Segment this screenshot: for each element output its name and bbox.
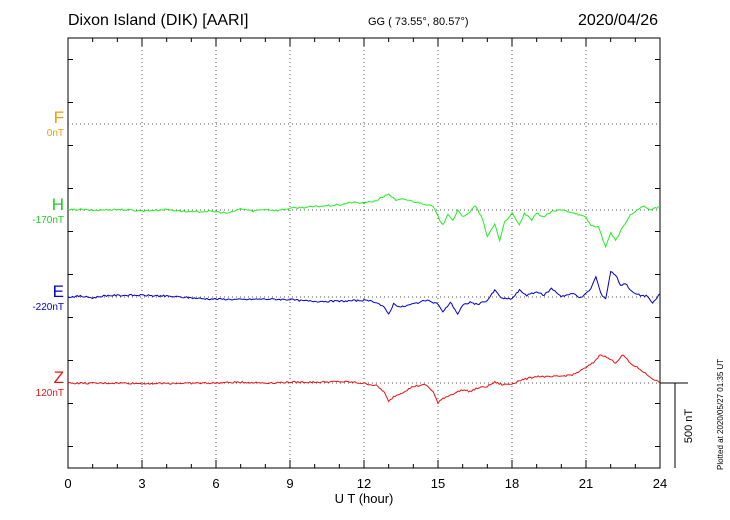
component-name: H	[51, 195, 64, 214]
x-axis-label: U T (hour)	[335, 491, 394, 506]
component-baseline: -220nT	[32, 302, 64, 313]
component-label-H: H -170nT	[16, 195, 64, 226]
x-tick-label: 15	[431, 476, 445, 491]
x-tick-label: 12	[357, 476, 371, 491]
x-tick-label: 18	[505, 476, 519, 491]
x-tick-label: 6	[212, 476, 219, 491]
component-name: Z	[53, 368, 64, 387]
date-label: 2020/04/26	[578, 12, 659, 29]
station-title: Dixon Island (DIK) [AARI]	[68, 12, 249, 29]
component-label-F: F 0nT	[20, 108, 64, 139]
tick-marks	[67, 38, 661, 468]
component-baseline: 120nT	[35, 388, 64, 399]
station-coords: GG ( 73.55°, 80.57°)	[368, 16, 469, 28]
component-name: E	[52, 282, 64, 301]
component-label-Z: Z 120nT	[16, 368, 64, 399]
grid	[68, 38, 660, 468]
x-tick-label: 24	[653, 476, 667, 491]
series-line-E	[67, 270, 661, 316]
series-line-H	[67, 193, 661, 249]
x-tick-label: 3	[138, 476, 145, 491]
scale-bar: 500 nT	[660, 382, 695, 468]
x-tick-label: 9	[286, 476, 293, 491]
series-lines	[67, 193, 661, 405]
plotted-timestamp: Plotted at 2020/05/27 01:35 UT	[716, 358, 725, 470]
component-baseline: -170nT	[32, 215, 64, 226]
x-tick-label: 21	[579, 476, 593, 491]
component-label-E: E -220nT	[16, 282, 64, 313]
component-baseline: 0nT	[46, 128, 64, 139]
x-tick-label: 0	[64, 476, 71, 491]
component-name: F	[53, 108, 64, 127]
x-tick-labels: 0 3 6 9 12 15 18 21 24	[64, 476, 667, 491]
series-line-Z	[67, 354, 661, 405]
scale-bar-label: 500 nT	[683, 409, 695, 444]
